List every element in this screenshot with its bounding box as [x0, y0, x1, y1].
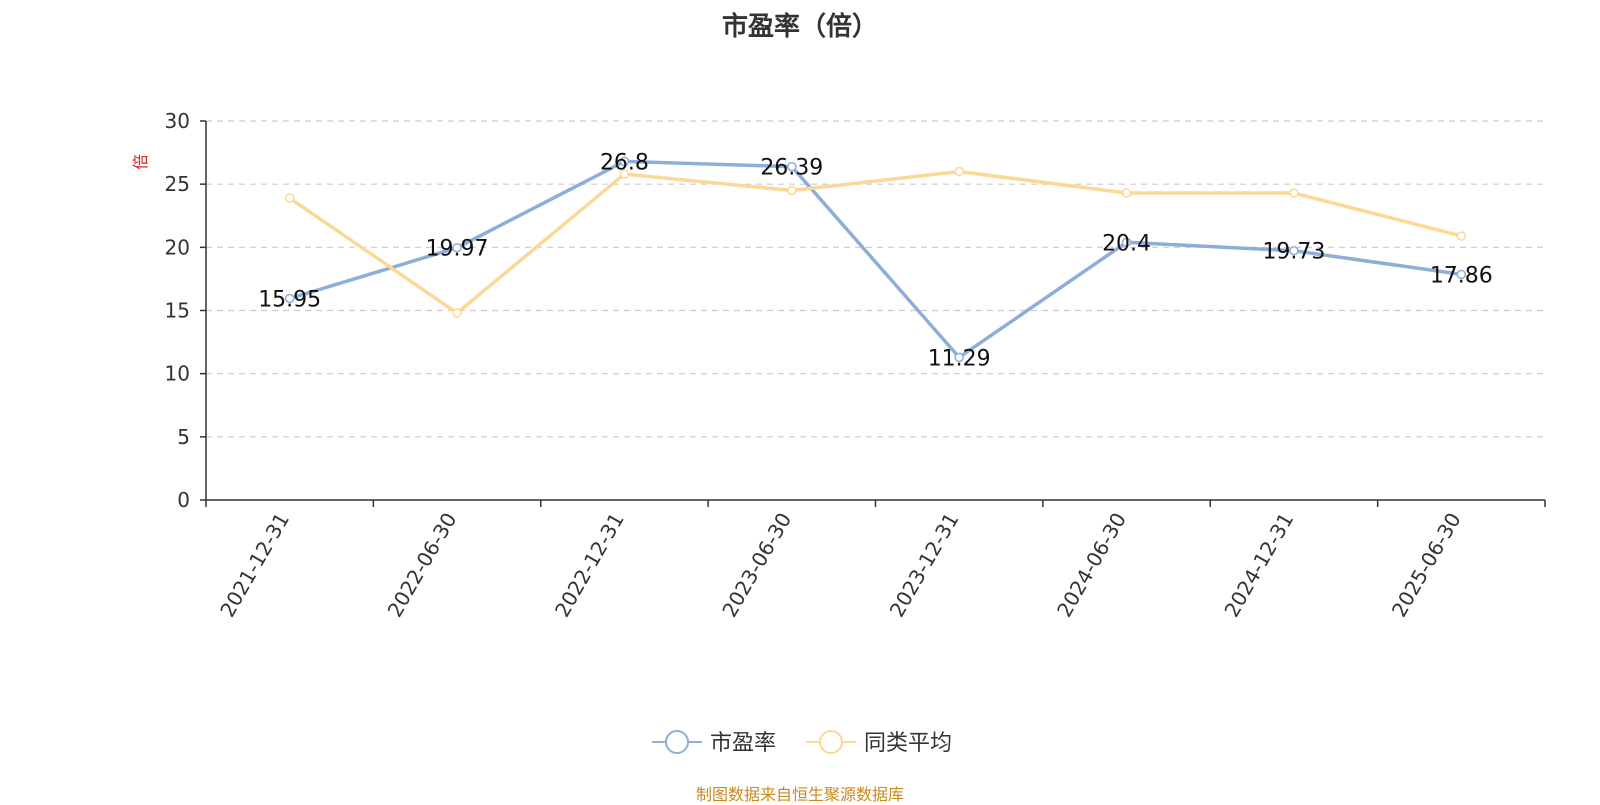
data-point[interactable]: [1121, 188, 1132, 198]
x-tick-label: 2021-12-31: [215, 509, 294, 622]
y-tick-label: 5: [177, 425, 190, 449]
y-tick-label: 15: [165, 299, 190, 323]
data-point[interactable]: [787, 185, 797, 196]
axes: 0 5 10 15 20 25 30 2021-12-31 2022-06-30 2022-12-…: [165, 109, 1546, 622]
y-tick-label: 0: [177, 488, 190, 512]
y-tick-label: 10: [165, 362, 190, 386]
data-point[interactable]: [619, 169, 630, 179]
data-label: 20.4: [1102, 231, 1151, 256]
series-line-1: [289, 159, 1462, 360]
data-point[interactable]: [452, 308, 462, 318]
data-label: 26.8: [600, 150, 649, 175]
legend[interactable]: 市盈率 同类平均: [652, 730, 952, 756]
data-point[interactable]: [284, 293, 295, 304]
data-label: 11.29: [928, 346, 991, 371]
gridlines: [206, 120, 1545, 438]
data-point[interactable]: [1121, 237, 1132, 248]
data-point[interactable]: [284, 193, 295, 203]
x-tick-label: 2025-06-30: [1387, 509, 1466, 622]
y-tick-label: 25: [165, 172, 190, 196]
legend-marker: [819, 730, 843, 754]
data-label: 19.73: [1262, 240, 1325, 265]
x-tick-label: 2023-12-31: [885, 509, 964, 622]
x-tick-label: 2024-12-31: [1219, 509, 1298, 622]
data-point[interactable]: [619, 156, 630, 167]
legend-marker: [665, 730, 689, 754]
chart-title: 市盈率（倍）: [721, 12, 878, 42]
data-point[interactable]: [787, 161, 797, 172]
data-labels: 15.95 19.97 26.8 26.39 11.29 20.4 19.73 17.86: [258, 150, 1493, 371]
y-axis-unit-label: 倍: [131, 154, 150, 170]
data-point[interactable]: [1456, 231, 1467, 241]
data-point[interactable]: [1289, 245, 1299, 256]
data-point[interactable]: [954, 166, 964, 177]
x-tick-label: 2023-06-30: [717, 509, 796, 622]
series-line-2: [288, 169, 1462, 315]
source-note: 制图数据来自恒生聚源数据库: [695, 785, 904, 804]
x-tick-label: 2024-06-30: [1052, 509, 1131, 622]
x-tick-label: 2022-12-31: [550, 509, 629, 622]
data-point[interactable]: [1289, 188, 1299, 198]
legend-label[interactable]: 同类平均: [864, 731, 952, 756]
y-tick-label: 30: [165, 109, 190, 133]
data-point[interactable]: [954, 352, 964, 363]
data-label: 26.39: [760, 156, 823, 181]
y-tick-label: 20: [165, 235, 190, 259]
x-tick-label: 2022-06-30: [382, 509, 461, 622]
series-lines: [284, 156, 1467, 363]
data-label: 15.95: [258, 287, 321, 312]
data-label: 17.86: [1430, 263, 1493, 288]
data-point[interactable]: [1456, 269, 1467, 280]
legend-label[interactable]: 市盈率: [710, 731, 776, 756]
data-label: 19.97: [426, 237, 489, 262]
data-point[interactable]: [452, 242, 462, 253]
